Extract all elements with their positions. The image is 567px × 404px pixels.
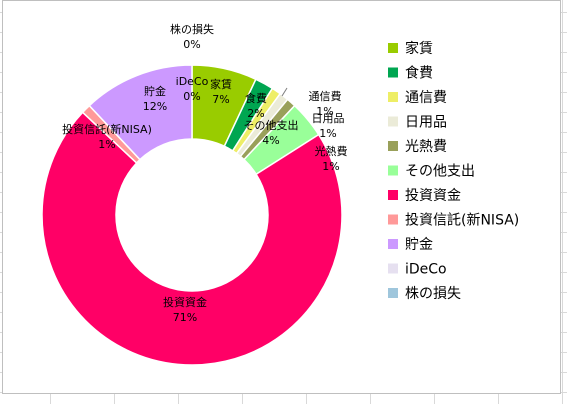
data-label-name-8: 投資信託(新NISA) [62, 122, 152, 136]
legend-swatch-10 [388, 263, 398, 274]
legend-swatch-3 [388, 92, 398, 102]
data-label-value-3: 1% [316, 105, 333, 118]
data-label-name-10: iDeCo [176, 75, 209, 88]
legend-label-5: 光熱費 [405, 139, 447, 155]
legend-swatch-11 [388, 288, 398, 298]
data-label-name-6: その他支出 [244, 118, 299, 132]
slice-7[interactable] [41, 111, 343, 366]
data-label-name-3: 通信費 [309, 89, 342, 103]
data-label-value-9: 12% [143, 100, 167, 113]
legend-label-11: 株の損失 [405, 286, 461, 302]
legend-swatch-9 [388, 239, 398, 249]
data-label-name-2: 食費 [245, 91, 267, 105]
legend-label-8: 投資信託(新NISA) [405, 213, 519, 229]
legend-swatch-5 [388, 141, 398, 151]
legend-swatch-6 [388, 165, 398, 176]
legend-swatch-1 [388, 43, 398, 53]
legend-swatch-2 [388, 67, 398, 78]
data-label-value-5: 1% [322, 160, 339, 173]
legend-swatch-8 [388, 214, 398, 225]
legend-label-4: 日用品 [405, 115, 447, 131]
data-label-name-5: 光熱費 [315, 144, 348, 158]
data-label-name-11: 株の損失 [170, 22, 214, 36]
data-label-name-1: 家賃 [210, 77, 232, 91]
data-label-value-10: 0% [183, 90, 200, 103]
leader-line [281, 87, 288, 97]
legend-label-2: 食費 [405, 65, 433, 82]
data-label-name-7: 投資資金 [163, 295, 207, 309]
data-label-value-2: 2% [247, 107, 264, 120]
legend-label-1: 家賃 [405, 40, 433, 57]
legend-label-3: 通信費 [405, 90, 447, 106]
legend-label-6: その他支出 [405, 164, 475, 180]
legend-label-7: 投資資金 [405, 188, 461, 204]
legend-label-10: iDeCo [405, 262, 447, 278]
data-label-value-1: 7% [212, 93, 229, 106]
legend-swatch-7 [388, 190, 398, 200]
data-label-value-7: 71% [173, 311, 197, 324]
legend-label-9: 貯金 [405, 237, 433, 253]
data-label-value-4: 1% [319, 127, 336, 140]
data-label-value-6: 4% [262, 134, 279, 147]
data-label-value-8: 1% [98, 138, 115, 151]
legend-swatch-4 [388, 116, 398, 127]
data-label-name-4: 日用品 [312, 112, 345, 125]
data-label-value-11: 0% [183, 38, 200, 51]
data-label-name-9: 貯金 [144, 84, 166, 98]
